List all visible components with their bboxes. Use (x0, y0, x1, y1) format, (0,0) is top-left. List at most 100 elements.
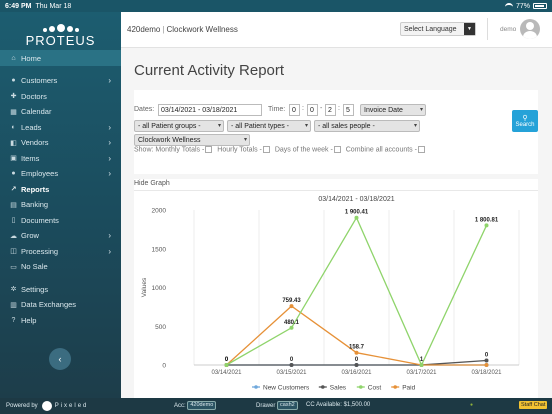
chevron-left-icon: ‹ (58, 354, 62, 364)
sidebar-item-label: Help (21, 315, 37, 325)
sidebar-item-processing[interactable]: ◫ Processing › (0, 244, 121, 260)
search-button[interactable]: ⚲ Search (512, 110, 538, 132)
sidebar-item-customers[interactable]: ● Customers › (0, 73, 121, 89)
footer: Powered by Pixeled Acc: 420demo Drawer c… (0, 398, 552, 414)
time-hour-start[interactable]: 0 (289, 104, 300, 116)
sidebar-item-reports[interactable]: ↗ Reports (0, 182, 121, 198)
main-content: Current Activity Report Dates: 03/14/202… (121, 48, 552, 398)
bank-icon: ▤ (10, 201, 17, 209)
sidebar-item-home[interactable]: ⌂ Home (0, 50, 121, 66)
account-select[interactable]: 420demo (187, 401, 217, 410)
data-point (354, 363, 359, 367)
avatar[interactable] (520, 19, 540, 39)
sidebar-item-leads[interactable]: ◐ Leads › (0, 120, 121, 136)
x-tick-label: 03/16/2021 (341, 370, 372, 376)
y-tick-label: 1000 (152, 285, 167, 292)
time-hour-end[interactable]: 2 (325, 104, 336, 116)
legend-entry: Sales (330, 385, 347, 392)
data-label: 158.7 (349, 345, 365, 351)
hide-graph-link[interactable]: Hide Graph (134, 180, 170, 187)
drawer-select[interactable]: cash2 (277, 401, 298, 410)
chevron-right-icon: › (108, 122, 111, 132)
chevron-right-icon: › (108, 169, 111, 179)
sidebar-item-documents[interactable]: ▯ Documents (0, 213, 121, 229)
collapse-sidebar-button[interactable]: ‹ (49, 348, 71, 370)
sidebar-item-no-sale[interactable]: ▭ No Sale (0, 259, 121, 275)
sidebar-item-settings[interactable]: ✲ Settings (0, 282, 121, 298)
logo-text: PROTEUS (25, 33, 96, 48)
sidebar-item-label: Doctors (21, 91, 47, 101)
series-line-cost (226, 216, 488, 367)
sidebar-item-doctors[interactable]: ✚ Doctors (0, 89, 121, 105)
exchange-icon: ▥ (10, 301, 17, 309)
chevron-right-icon: › (108, 76, 111, 86)
data-point (289, 325, 294, 330)
data-point (354, 350, 359, 355)
chevron-right-icon: › (108, 231, 111, 241)
show-monthly-checkbox[interactable] (205, 146, 213, 153)
sidebar-item-label: Vendors (21, 138, 49, 148)
gear-icon: ✲ (10, 286, 17, 294)
chart-title: 03/14/2021 - 03/18/2021 (318, 196, 394, 203)
sidebar-item-vendors[interactable]: ◧ Vendors › (0, 135, 121, 151)
chevron-down-icon: ▾ (413, 123, 417, 129)
time-minute-start[interactable]: 0 (307, 104, 318, 116)
patient-types-select[interactable]: - all Patient types - ▾ (227, 120, 311, 132)
employees-icon: ● (11, 170, 16, 178)
chevron-down-icon: ▾ (304, 123, 308, 129)
language-select[interactable]: Select Language ▼ (400, 22, 476, 36)
sidebar-item-label: Employees (21, 169, 59, 179)
data-label: 1 800.81 (475, 217, 499, 223)
sidebar-item-help[interactable]: ? Help (0, 313, 121, 329)
sidebar-item-calendar[interactable]: ▦ Calendar (0, 104, 121, 120)
user-name[interactable]: demo (500, 26, 517, 33)
data-label: 0 (355, 357, 359, 363)
sidebar-item-label: Grow (21, 231, 39, 241)
location-select[interactable]: Clockwork Wellness ▾ (134, 134, 250, 146)
search-icon: ⚲ (522, 114, 528, 122)
data-label: 0 (290, 357, 294, 363)
legend-entry: Paid (402, 385, 415, 392)
data-label: 759.43 (282, 298, 301, 304)
account-selector: Acc: 420demo (174, 401, 217, 410)
data-point (484, 223, 489, 228)
sidebar-item-data-exchanges[interactable]: ▥ Data Exchanges (0, 297, 121, 313)
show-monthly-label: Monthly Totals - (155, 146, 205, 154)
status-right: 77% (504, 3, 547, 10)
date-type-select[interactable]: Invoice Date ▾ (360, 104, 426, 116)
sidebar-item-employees[interactable]: ● Employees › (0, 166, 121, 182)
data-label: 480.1 (284, 320, 300, 326)
data-point (484, 363, 489, 367)
chevron-down-icon: ▾ (243, 137, 247, 143)
user-icon: ● (11, 77, 16, 85)
show-days-label: Days of the week - (274, 146, 333, 154)
combine-accounts-checkbox[interactable] (417, 146, 425, 153)
sidebar-item-grow[interactable]: ☁ Grow › (0, 228, 121, 244)
sidebar-item-label: Data Exchanges (21, 300, 77, 310)
show-hourly-checkbox[interactable] (262, 146, 270, 153)
data-point (354, 215, 359, 220)
legend-marker (254, 385, 258, 389)
combine-accounts-label: Combine all accounts - (345, 146, 417, 154)
staff-chat-button[interactable]: Staff Chat (519, 401, 548, 409)
graph-panel: Hide Graph 03/14/2021 - 03/18/2021 0 500 10… (134, 179, 538, 398)
y-tick-label: 0 (162, 363, 166, 370)
no-sale-icon: ▭ (10, 263, 17, 271)
sidebar-item-label: Settings (21, 284, 49, 294)
time-minute-end[interactable]: 5 (343, 104, 354, 116)
x-tick-label: 03/15/2021 (276, 370, 307, 376)
sidebar-item-items[interactable]: ▣ Items › (0, 151, 121, 167)
sidebar-item-banking[interactable]: ▤ Banking (0, 197, 121, 213)
show-days-checkbox[interactable] (333, 146, 341, 153)
proteus-logo[interactable]: PROTEUS (0, 12, 121, 50)
chevron-down-icon: ▾ (419, 107, 423, 113)
vendor-name: Pixeled (54, 403, 89, 409)
truck-icon: ◧ (10, 139, 17, 147)
patient-groups-select[interactable]: - all Patient groups - ▾ (134, 120, 224, 132)
sidebar-item-label: Home (21, 53, 42, 63)
leads-icon: ◐ (11, 123, 16, 131)
dates-input[interactable]: 03/14/2021 - 03/18/2021 (158, 104, 262, 116)
y-axis-label: Values (141, 277, 148, 297)
activity-chart: 03/14/2021 - 03/18/20210500100015002000V… (141, 196, 520, 392)
sales-people-select[interactable]: - all sales people - ▾ (314, 120, 420, 132)
